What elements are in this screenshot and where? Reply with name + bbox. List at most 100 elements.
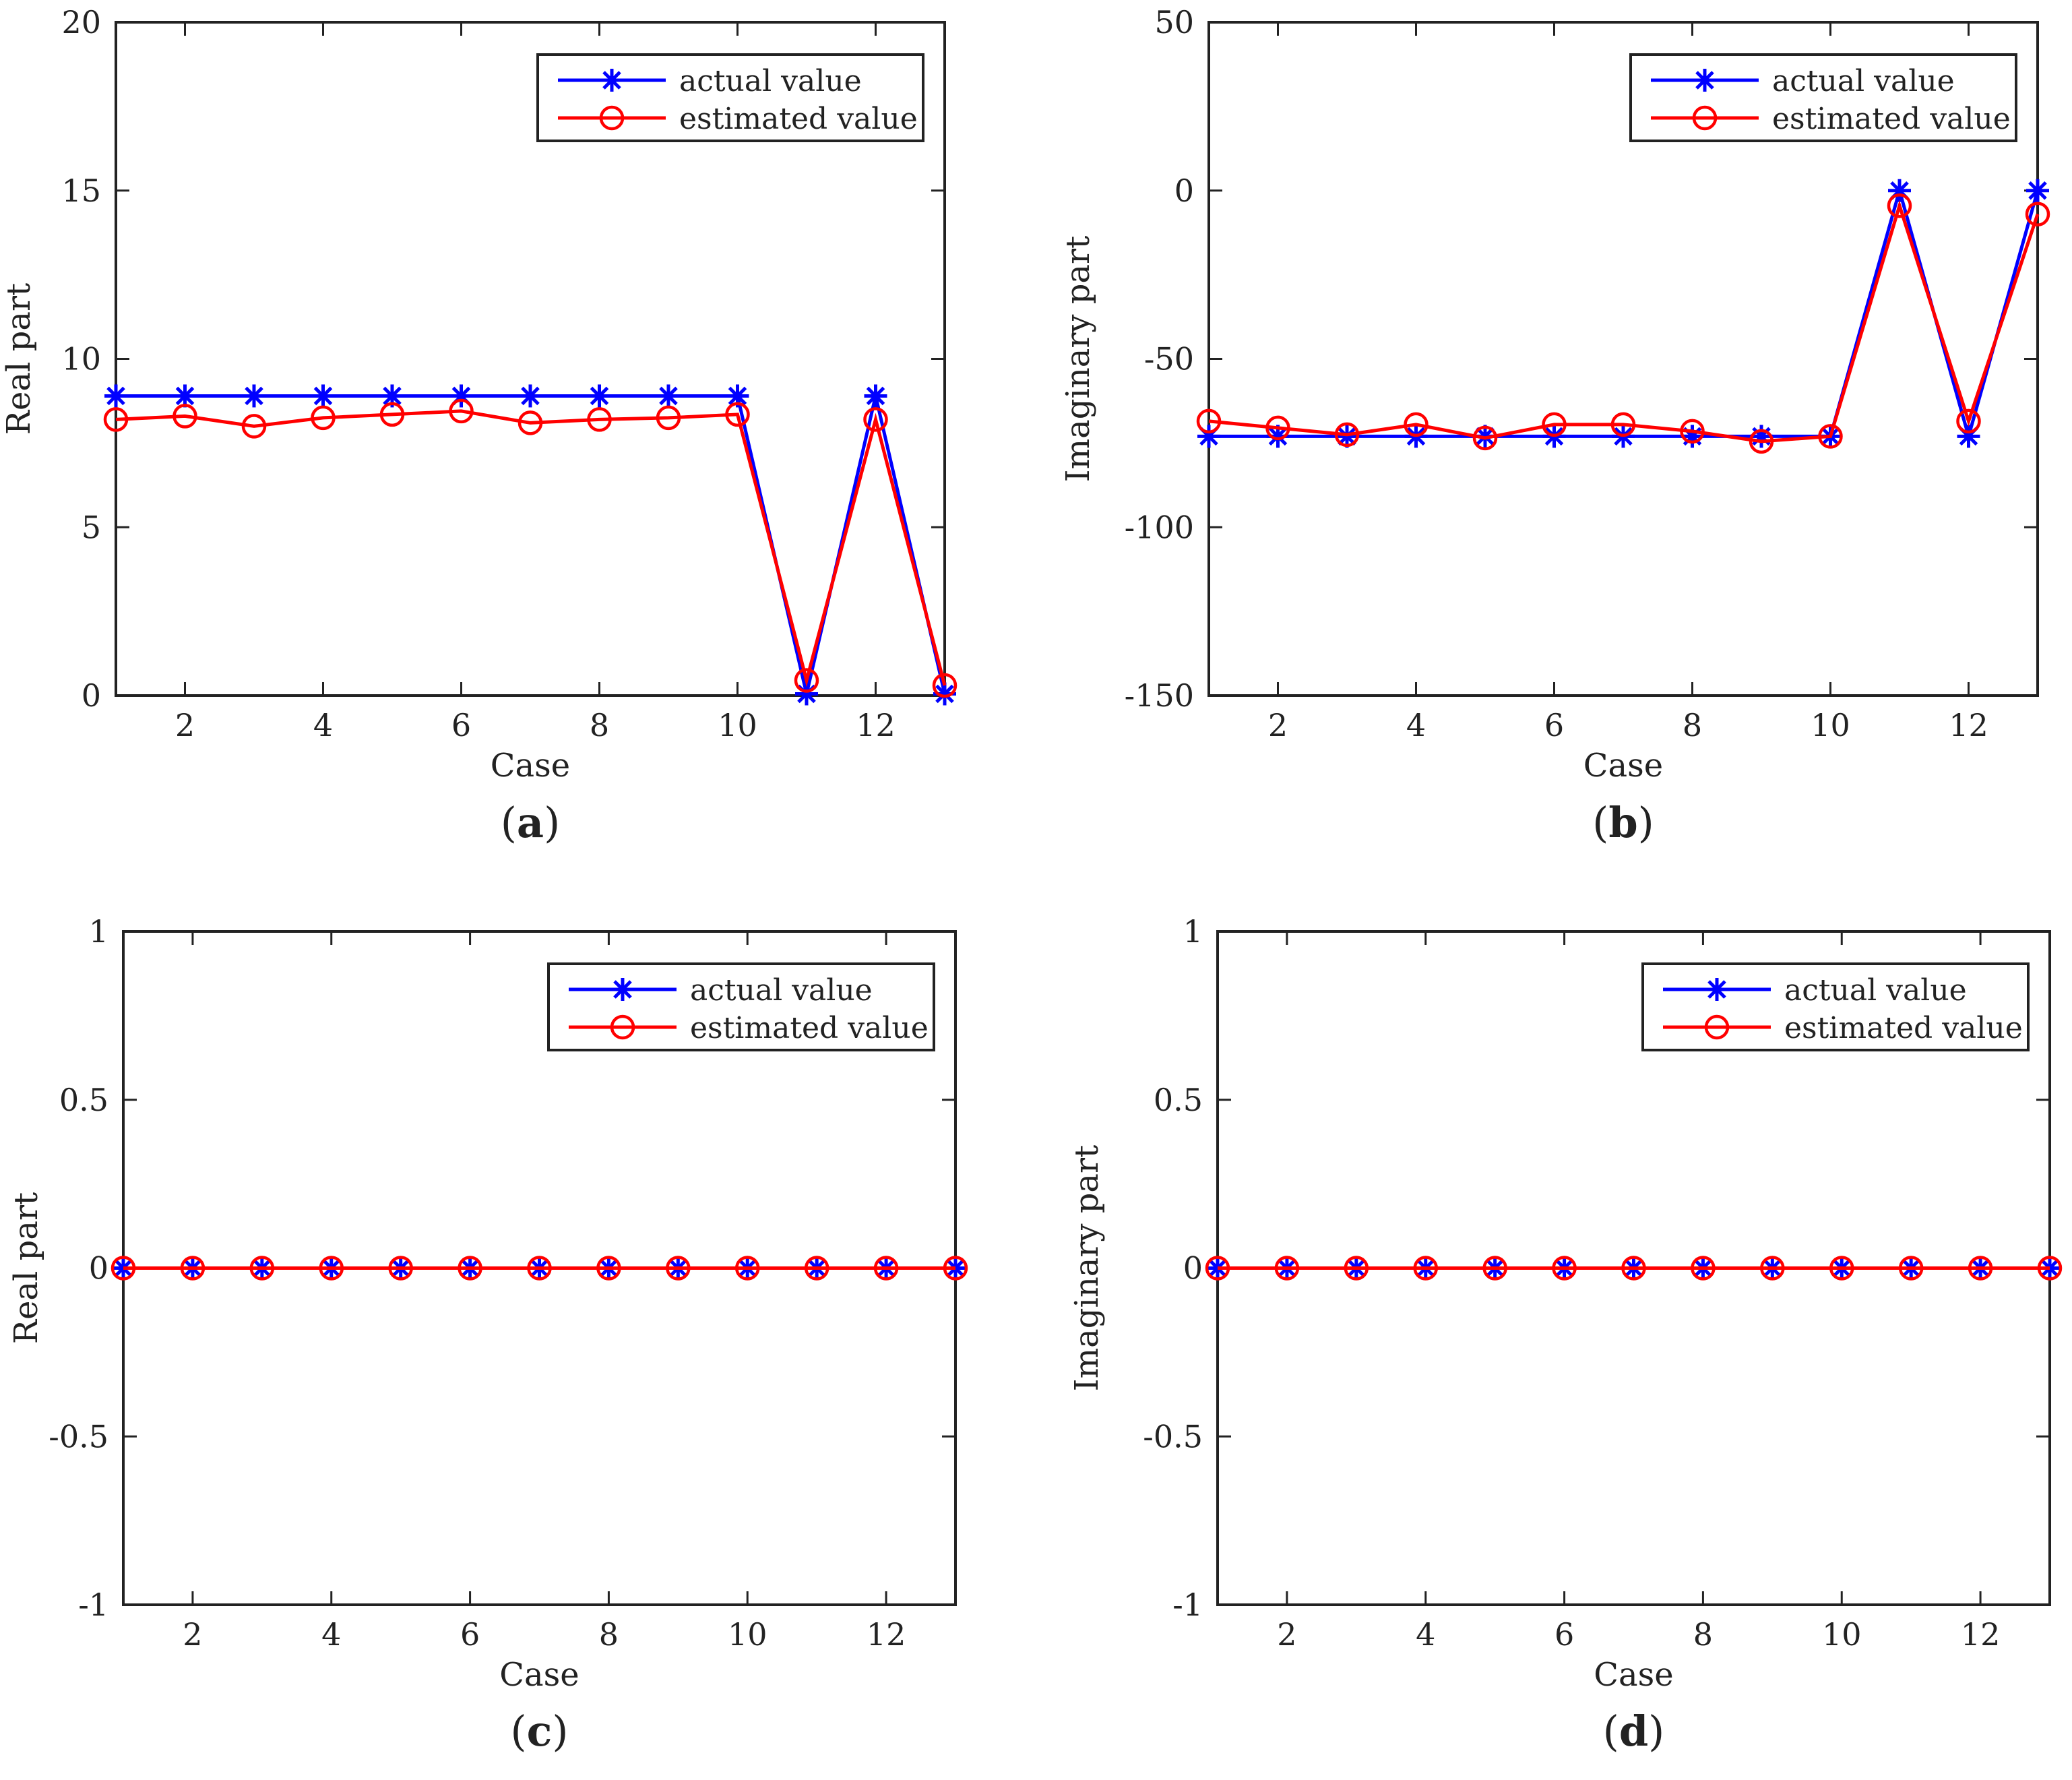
y-tick-label: -150: [1125, 677, 1194, 714]
y-tick-label: 0.5: [59, 1082, 108, 1118]
panel-caption: (c): [510, 1707, 568, 1756]
estimated-point: [458, 1256, 482, 1281]
y-axis-label: Real part: [7, 1192, 45, 1344]
estimated-point: [1552, 1256, 1577, 1281]
y-tick-label: 15: [61, 173, 101, 209]
panel-caption: (a): [501, 798, 561, 847]
estimated-point: [1413, 1256, 1438, 1281]
x-tick-label: 6: [451, 707, 471, 743]
estimated-point: [180, 1256, 206, 1281]
y-tick-label: -1: [78, 1587, 108, 1623]
actual-point: [311, 384, 335, 408]
actual-point: [657, 384, 680, 408]
star-stroke: [1707, 980, 1726, 999]
star-stroke: [2028, 181, 2047, 200]
estimated-point: [103, 407, 129, 432]
estimated-line: [115, 409, 947, 687]
y-tick-label: 5: [82, 509, 101, 545]
estimated-point: [1205, 1256, 1230, 1281]
estimated-point: [735, 1256, 760, 1281]
legend-estimated-label: estimated value: [679, 102, 918, 136]
series-group: [111, 1256, 968, 1281]
estimated-point: [1542, 412, 1567, 437]
panel-caption: (d): [1603, 1707, 1665, 1756]
x-tick-label: 4: [313, 707, 333, 743]
x-axis-label: Case: [491, 747, 570, 785]
legend-estimated-marker: [610, 1014, 635, 1040]
x-tick-label: 8: [590, 707, 609, 743]
x-tick-label: 12: [1949, 707, 1988, 743]
estimated-point: [241, 414, 267, 439]
legend-estimated-label: estimated value: [1772, 102, 2011, 136]
legend-box: [1629, 53, 2017, 142]
y-tick-label: 0: [1183, 1250, 1203, 1287]
y-axis-label: Imaginary part: [1068, 1145, 1106, 1392]
x-tick-label: 4: [1416, 1616, 1435, 1653]
estimated-point: [517, 410, 543, 435]
actual-point: [381, 384, 404, 408]
chart-panel-c: 2 4 6 8 10 12 -1 -0.5 0 0.5 1 Case Real part actual v…: [7, 913, 968, 1756]
series-group: [103, 384, 957, 706]
estimated-point: [943, 1256, 968, 1281]
star-stroke: [383, 386, 402, 406]
estimated-point: [1482, 1256, 1507, 1281]
x-tick-label: 12: [867, 1616, 906, 1653]
estimated-point: [1956, 408, 1981, 434]
y-tick-label: -1: [1172, 1587, 1203, 1623]
x-tick-label: 2: [175, 707, 195, 743]
x-tick-label: 10: [728, 1616, 767, 1653]
estimated-point: [1691, 1256, 1716, 1281]
estimated-point: [1344, 1256, 1369, 1281]
series-group: [1205, 1256, 2063, 1281]
x-tick-label: 10: [718, 707, 757, 743]
star-stroke: [1268, 427, 1288, 446]
panel-caption: (b): [1592, 798, 1654, 847]
estimated-point: [2037, 1256, 2063, 1281]
legend-box: [1641, 962, 2030, 1051]
y-axis-label: Imaginary part: [1059, 236, 1097, 483]
star-stroke: [313, 386, 333, 406]
legend-estimated-label: estimated value: [690, 1011, 929, 1045]
y-tick-label: 0: [82, 677, 101, 714]
y-tick-label: -100: [1125, 509, 1194, 545]
x-tick-label: 4: [1406, 707, 1426, 743]
legend-actual-marker: [600, 69, 623, 92]
x-tick-label: 12: [856, 707, 896, 743]
estimated-point: [319, 1256, 344, 1281]
estimated-point: [1829, 1256, 1854, 1281]
chart-panel-a: 2 4 6 8 10 12 0 5 10 15 20 Case Real part actual valu…: [0, 4, 957, 847]
star-stroke: [521, 386, 540, 406]
x-tick-label: 6: [460, 1616, 480, 1653]
estimated-point: [1887, 193, 1912, 218]
actual-point: [104, 384, 127, 408]
legend-estimated-label: estimated value: [1784, 1011, 2023, 1045]
x-tick-label: 10: [1811, 707, 1850, 743]
y-tick-label: 1: [1183, 913, 1203, 950]
legend-actual-marker: [1693, 69, 1716, 92]
estimated-point: [1472, 425, 1498, 451]
x-tick-label: 12: [1961, 1616, 2001, 1653]
estimated-point: [1196, 408, 1222, 434]
legend-actual-marker: [611, 978, 634, 1001]
star-stroke: [245, 386, 263, 406]
actual-point: [519, 384, 542, 408]
star-stroke: [728, 386, 747, 406]
estimated-point: [249, 1256, 275, 1281]
estimated-point: [596, 1256, 621, 1281]
star-stroke: [659, 386, 678, 406]
estimated-point: [1760, 1256, 1785, 1281]
x-tick-label: 10: [1822, 1616, 1862, 1653]
estimated-point: [388, 1256, 413, 1281]
chart-panel-b: 2 4 6 8 10 12 -150 -100 -50 0 50 Case Imaginary part…: [1059, 4, 2050, 847]
y-axis-label: Real part: [0, 283, 38, 435]
y-tick-label: 20: [61, 4, 101, 40]
series-group: [1196, 179, 2050, 454]
estimated-point: [1621, 1256, 1646, 1281]
actual-point: [243, 384, 265, 408]
estimated-point: [449, 398, 474, 424]
legend-actual-label: actual value: [1784, 973, 1967, 1008]
